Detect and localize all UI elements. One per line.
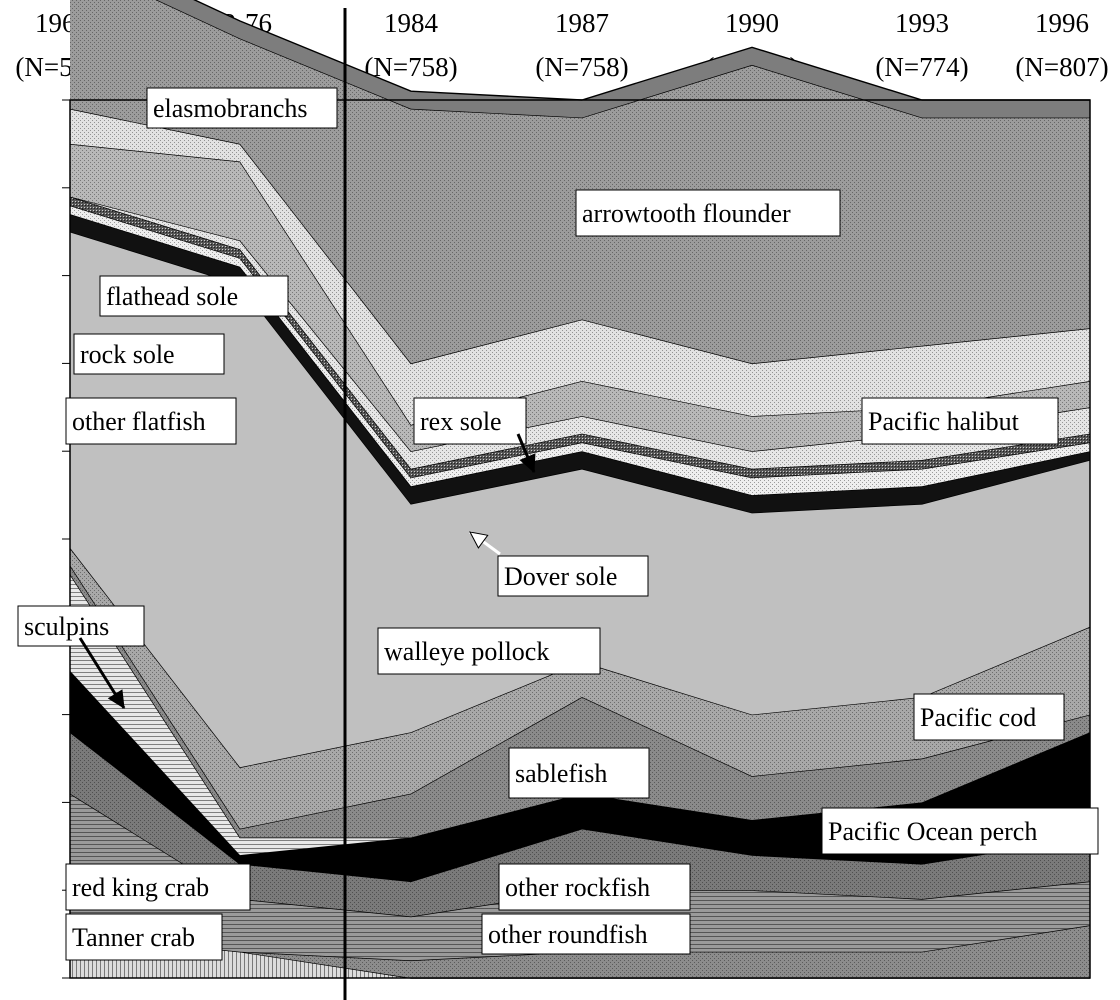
column-year: 1987 (555, 8, 609, 38)
label-flathead-sole: flathead sole (106, 282, 238, 311)
column-year: 1990 (725, 8, 779, 38)
plot-frame (62, 8, 1091, 1000)
label-box-walleye-pollock (377, 627, 601, 675)
label-arrowtooth-flounder: arrowtooth flounder (582, 199, 791, 228)
label-box-red-king-crab (65, 863, 251, 911)
label-box-sablefish (508, 747, 650, 799)
label-walleye-pollock: walleye pollock (384, 637, 549, 666)
label-box-other-rockfish (498, 863, 691, 911)
label-box-pacific-halibut (861, 397, 1059, 445)
label-other-flatfish: other flatfish (72, 407, 206, 436)
label-dover-sole: Dover sole (504, 562, 617, 591)
label-other-roundfish: other roundfish (488, 920, 648, 949)
series-labels: elasmobranchs arrowtooth flounder flathead… (17, 87, 1099, 961)
column-year: 1996 (1035, 8, 1089, 38)
label-sablefish: sablefish (515, 759, 607, 788)
area-texture-sablefish (70, 565, 1090, 838)
area-texture-other-flatfish (70, 205, 1090, 496)
label-rock-sole: rock sole (80, 340, 175, 369)
label-elasmobranchs: elasmobranchs (153, 94, 308, 123)
label-box-tanner-crab (65, 913, 223, 961)
area-dover-sole (70, 214, 1090, 513)
area-texture-other-rockfish (70, 732, 1090, 917)
label-box-dover-sole (497, 555, 649, 597)
label-box-arrowtooth-flounder (575, 189, 841, 237)
column-n: (N=774) (875, 52, 968, 82)
area-texture-other-roundfish (70, 925, 1090, 978)
rex-sole-arrow-head (519, 453, 536, 474)
area-texture-red-king-crab (70, 793, 1090, 961)
label-box-pacific-ocean-perch (821, 807, 1099, 855)
label-box-flathead-sole (99, 275, 289, 317)
label-red-king-crab: red king crab (72, 873, 209, 902)
label-box-other-roundfish (481, 913, 691, 955)
dover-sole-arrow-head (469, 531, 489, 549)
label-pacific-cod: Pacific cod (920, 703, 1036, 732)
column-n: (N=758) (535, 52, 628, 82)
label-box-rex-sole (413, 397, 527, 445)
column-n: (N=807) (1015, 52, 1108, 82)
label-box-other-flatfish (65, 397, 237, 445)
label-tanner-crab: Tanner crab (72, 923, 195, 952)
label-other-rockfish: other rockfish (505, 873, 650, 902)
area-texture-pacific-cod (70, 547, 1090, 829)
column-n: (N=758) (364, 52, 457, 82)
area-elasmobranchs (157, 0, 1090, 118)
label-box-rock-sole (73, 333, 225, 375)
area-texture-pacific-halibut (70, 108, 1090, 425)
area-walleye-pollock (70, 231, 1090, 768)
sculpins-arrow-head (107, 689, 125, 709)
area-texture-tanner-crab (70, 934, 1090, 978)
label-box-elasmobranchs (146, 87, 338, 129)
label-box-pacific-cod (913, 693, 1065, 741)
label-sculpins: sculpins (24, 612, 109, 641)
label-pacific-ocean-perch: Pacific Ocean perch (828, 817, 1037, 846)
label-rex-sole: rex sole (420, 407, 502, 436)
column-year: 1984 (384, 8, 439, 38)
label-pacific-halibut: Pacific halibut (868, 407, 1020, 436)
column-year: 1993 (895, 8, 949, 38)
